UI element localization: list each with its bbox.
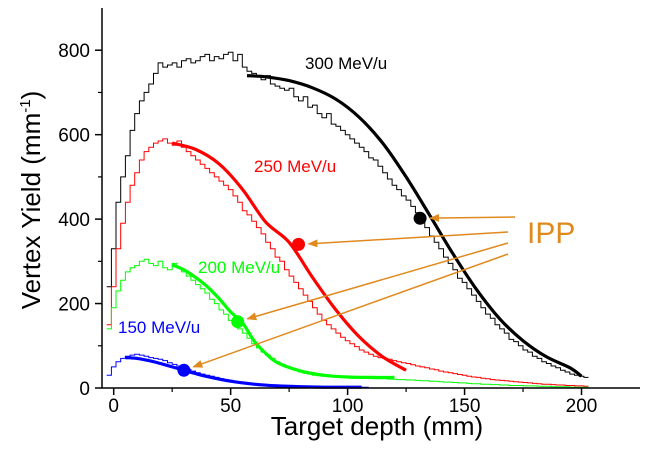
histogram-series-1 (106, 138, 589, 387)
y-axis-title-close: ) (16, 91, 46, 100)
y-axis-title-main: Vertex Yield (mm (16, 113, 46, 310)
fit-curve-series-3 (125, 356, 362, 389)
series-label-300: 300 MeV/u (305, 54, 387, 73)
ipp-arrow-series-1 (307, 231, 509, 248)
x-tick-label: 200 (566, 396, 598, 417)
plot-area (106, 51, 589, 389)
ipp-point-series-3 (177, 363, 191, 377)
fit-curve-series-1 (171, 141, 407, 372)
fit-curve-series-0 (246, 74, 583, 378)
axes (101, 8, 640, 389)
y-axis-title: Vertex Yield (mm-1) (16, 91, 46, 310)
ipp-arrow-series-3 (192, 253, 509, 368)
x-tick-label: 0 (108, 396, 119, 417)
fit-curve-series-2 (171, 263, 395, 380)
x-tick-label: 150 (449, 396, 481, 417)
y-tick-label: 600 (58, 126, 90, 147)
series-label-150: 150 MeV/u (118, 318, 200, 337)
ticks: 0 50 100 150 200 0 200 400 600 800 (58, 41, 597, 417)
y-axis-title-superscript: -1 (17, 99, 34, 112)
ipp-arrow-series-0 (429, 213, 516, 222)
series-label-250: 250 MeV/u (254, 157, 336, 176)
ipp-point-series-0 (413, 211, 427, 225)
histogram-series-0 (106, 51, 589, 378)
y-tick-label: 200 (58, 295, 90, 316)
y-tick-label: 800 (58, 41, 90, 62)
ipp-annotation (177, 211, 516, 377)
ipp-arrow-series-2 (246, 242, 509, 321)
y-tick-label: 400 (58, 210, 90, 231)
y-tick-label: 0 (79, 379, 90, 400)
x-tick-label: 100 (332, 396, 364, 417)
series-label-200: 200 MeV/u (198, 258, 280, 277)
x-axis-title: Target depth (mm) (271, 411, 483, 441)
ipp-point-series-1 (292, 237, 305, 251)
ipp-point-series-2 (231, 315, 245, 329)
x-tick-label: 50 (220, 396, 241, 417)
ipp-label: IPP (527, 217, 575, 250)
